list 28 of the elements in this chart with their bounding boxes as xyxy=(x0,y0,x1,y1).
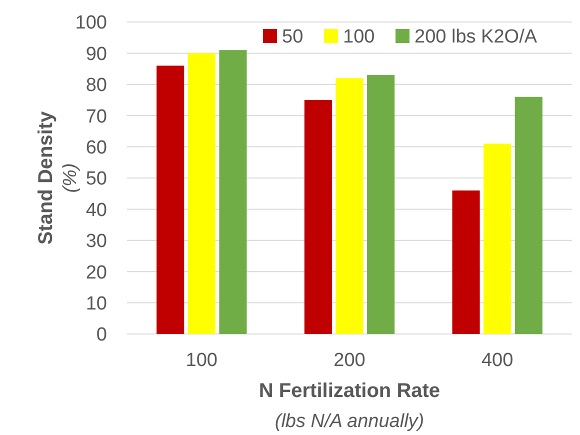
y-tick-label: 90 xyxy=(86,44,107,65)
y-tick-label: 50 xyxy=(86,168,107,190)
y-tick-label: 0 xyxy=(96,324,107,346)
x-tick-label: 400 xyxy=(481,350,514,371)
bar xyxy=(367,75,395,334)
y-tick-label: 30 xyxy=(86,231,107,252)
x-tick-label: 100 xyxy=(186,350,218,371)
legend-label: 50 xyxy=(282,26,304,48)
bar xyxy=(452,190,480,334)
bar xyxy=(219,50,247,334)
y-tick-label: 80 xyxy=(86,75,107,96)
x-tick-label: 200 xyxy=(334,350,366,371)
bar xyxy=(188,53,216,334)
y-tick-label: 40 xyxy=(86,200,107,221)
bar xyxy=(156,66,184,334)
bar xyxy=(336,78,364,334)
x-axis-title: N Fertilization Rate (lbs N/A annually) xyxy=(258,380,440,432)
legend-label: 100 xyxy=(343,26,375,48)
bar xyxy=(484,144,512,334)
y-tick-label: 20 xyxy=(86,262,107,284)
bar xyxy=(304,100,332,334)
y-tick-label: 60 xyxy=(86,137,107,158)
bar xyxy=(514,96,542,334)
y-tick-label: 70 xyxy=(86,106,107,128)
legend-label: 200 lbs K2O/A xyxy=(414,26,538,48)
y-tick-label: 10 xyxy=(86,293,107,314)
y-axis-title: Stand Density (%) xyxy=(35,110,81,245)
y-tick-label: 100 xyxy=(75,12,107,34)
